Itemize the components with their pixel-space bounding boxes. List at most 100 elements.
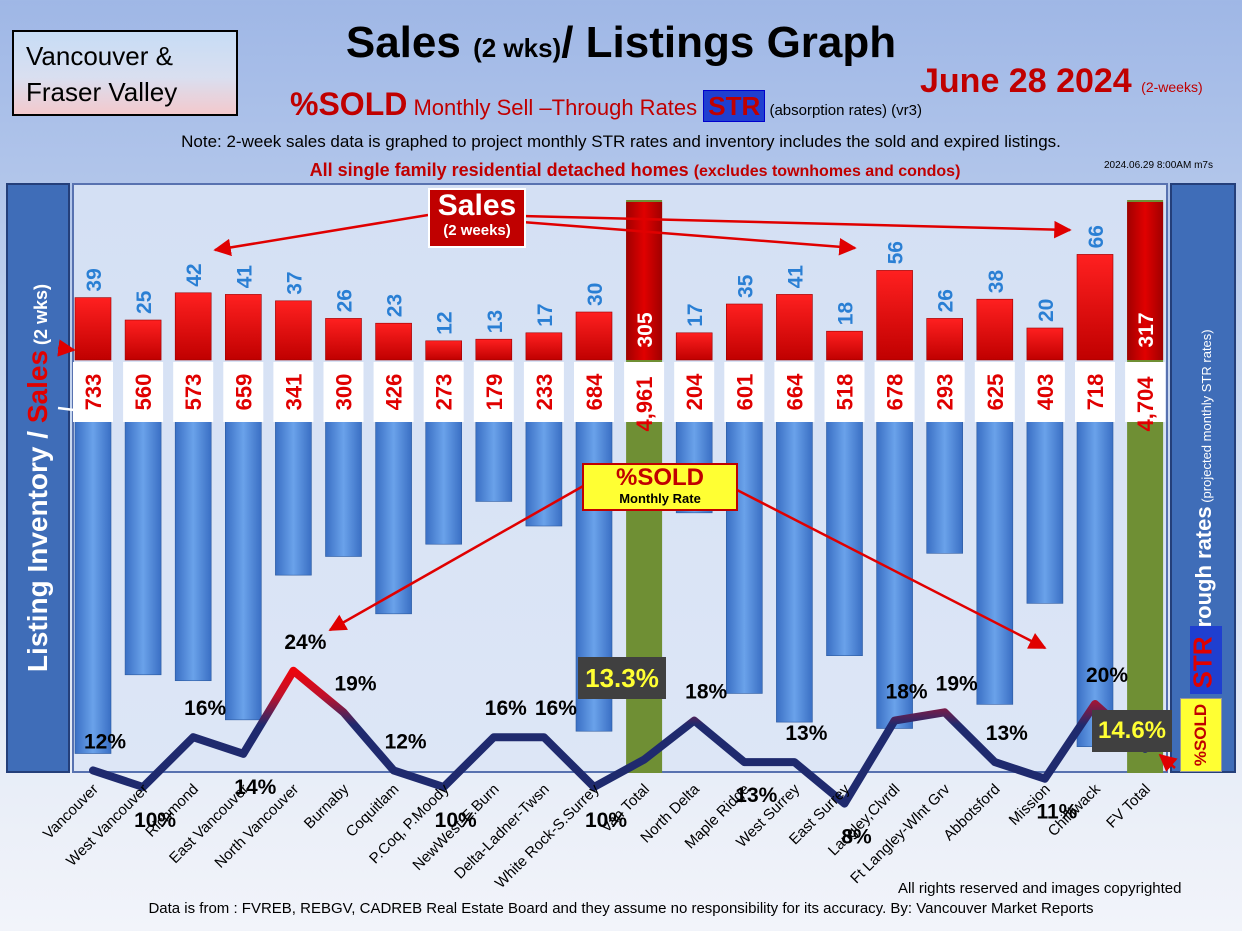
sales-bar-16 xyxy=(876,270,913,361)
sold-callout: %SOLD Monthly Rate xyxy=(582,463,738,511)
str-value-18: 13% xyxy=(986,722,1028,745)
inventory-bar-0 xyxy=(74,419,112,754)
sales-bar-13 xyxy=(725,303,763,361)
pct-sold-badge: %SOLD xyxy=(1180,698,1222,772)
sales-value-7: 12 xyxy=(434,311,457,334)
inventory-label-bg-7 xyxy=(423,362,464,422)
inventory-label-bg-20 xyxy=(1075,362,1115,422)
inventory-value-9: 233 xyxy=(532,374,557,411)
category-label-8: NewWest-E.Burn xyxy=(409,781,502,874)
sales-value-10: 30 xyxy=(584,283,607,306)
sales-row-arrow xyxy=(57,339,76,357)
str-value-9: 16% xyxy=(535,697,577,720)
inventory-row-arrow xyxy=(57,406,75,412)
inventory-label-bg-1 xyxy=(123,362,164,422)
str-badge: STR xyxy=(1188,626,1222,694)
region-line-1: Vancouver & xyxy=(26,41,173,71)
copyright-text: All rights reserved and images copyright… xyxy=(898,880,1182,897)
inventory-value-14: 664 xyxy=(782,373,807,410)
van-total-pct-label: 13.3% xyxy=(578,657,666,699)
str-value-20: 20% xyxy=(1086,664,1128,687)
sales-bar-19 xyxy=(1026,327,1064,361)
title-main: Sales xyxy=(345,18,474,67)
inventory-bar-7 xyxy=(425,419,463,545)
sales-value-17: 26 xyxy=(935,289,958,312)
inventory-value-4: 341 xyxy=(281,374,306,411)
str-value-0: 12% xyxy=(84,730,126,753)
str-value-8: 16% xyxy=(485,697,527,720)
sales-value-21: 317 xyxy=(1135,312,1158,347)
inventory-value-19: 403 xyxy=(1033,374,1058,411)
date-text: June 28 2024 xyxy=(920,62,1132,100)
inventory-label-bg-4 xyxy=(273,362,314,422)
sales-bar-1 xyxy=(124,319,162,361)
sales-callout-sub: (2 weeks) xyxy=(443,222,511,239)
inventory-bar-1 xyxy=(124,419,162,676)
inventory-value-15: 518 xyxy=(833,374,858,411)
inventory-value-6: 426 xyxy=(382,374,407,411)
str-value-12: 18% xyxy=(685,681,727,704)
region-label-box: Vancouver & Fraser Valley xyxy=(12,30,238,116)
sales-value-20: 66 xyxy=(1085,225,1108,248)
annotation-arrow-4 xyxy=(736,488,1047,650)
chart-subtitle: %SOLD Monthly Sell –Through Rates STR (a… xyxy=(290,86,922,123)
inventory-bar-14 xyxy=(776,419,813,723)
sales-value-8: 13 xyxy=(484,310,507,333)
inventory-label-bg-13 xyxy=(724,362,765,422)
inventory-value-20: 718 xyxy=(1083,374,1108,411)
inventory-label-bg-21 xyxy=(1125,362,1166,422)
sales-value-1: 25 xyxy=(133,290,156,314)
sales-bar-0 xyxy=(74,297,112,361)
sales-bar-7 xyxy=(425,340,463,361)
str-value-17: 19% xyxy=(936,672,978,695)
sales-bar-21 xyxy=(1127,202,1164,360)
inventory-label-bg-8 xyxy=(473,362,514,422)
inventory-value-11: 4,961 xyxy=(632,376,657,431)
inventory-value-7: 273 xyxy=(432,374,457,411)
str-value-4: 24% xyxy=(284,631,326,654)
sales-bar-4 xyxy=(275,300,312,361)
inventory-bar-20 xyxy=(1076,419,1114,747)
str-value-10: 10% xyxy=(585,809,627,832)
inventory-bar-19 xyxy=(1026,419,1064,604)
category-label-5: Burnaby xyxy=(301,780,353,832)
inventory-label-bg-18 xyxy=(974,362,1015,422)
sold-callout-title: %SOLD xyxy=(615,464,704,491)
sales-value-11: 305 xyxy=(634,312,657,347)
str-value-16: 18% xyxy=(886,681,928,704)
title-small: (2 wks) xyxy=(473,33,562,63)
inventory-value-17: 293 xyxy=(933,374,958,411)
sales-bar-8 xyxy=(475,338,513,361)
inventory-value-13: 601 xyxy=(732,374,757,411)
inventory-bar-2 xyxy=(174,419,212,682)
category-label-21: FV Total xyxy=(1103,781,1154,832)
inventory-bar-5 xyxy=(325,419,362,557)
inventory-label-bg-17 xyxy=(924,362,965,422)
inventory-label-bg-0 xyxy=(73,362,113,422)
region-line-2: Fraser Valley xyxy=(26,77,178,107)
inventory-label-bg-10 xyxy=(574,362,614,422)
str-value-3: 14% xyxy=(234,776,276,799)
chart-note: Note: 2-week sales data is graphed to pr… xyxy=(181,132,1061,151)
inventory-value-3: 659 xyxy=(231,374,256,411)
inventory-label-bg-12 xyxy=(674,362,715,422)
sales-value-4: 37 xyxy=(283,271,306,294)
sales-bar-3 xyxy=(225,294,262,361)
inventory-bar-4 xyxy=(275,419,312,576)
sales-value-0: 39 xyxy=(83,268,106,291)
inventory-label-bg-5 xyxy=(323,362,364,422)
inventory-value-10: 684 xyxy=(582,373,607,410)
sales-value-5: 26 xyxy=(334,289,357,312)
inventory-bar-13 xyxy=(725,419,763,694)
inventory-bar-17 xyxy=(926,419,964,554)
sales-bar-10 xyxy=(575,311,613,361)
sales-bar-11 xyxy=(626,202,663,360)
annotation-arrow-1 xyxy=(521,220,857,256)
str-value-15: 8% xyxy=(841,826,872,849)
chart-title: Sales (2 wks)/ Listings Graph xyxy=(0,18,1242,68)
annotation-arrow-0 xyxy=(213,213,429,257)
sales-value-19: 20 xyxy=(1035,299,1058,322)
sales-value-15: 18 xyxy=(835,302,858,326)
sales-value-3: 41 xyxy=(233,265,256,289)
